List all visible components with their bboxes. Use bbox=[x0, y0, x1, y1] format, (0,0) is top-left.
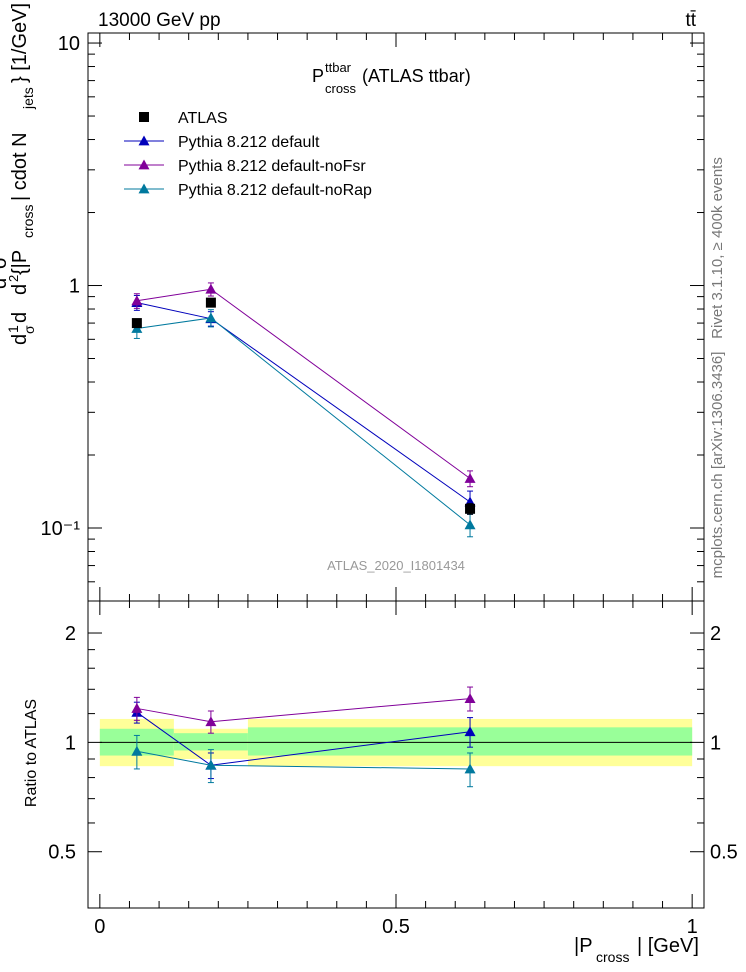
data-point-noFsr bbox=[464, 473, 476, 483]
svg-text:} [1/GeV]: } [1/GeV] bbox=[9, 3, 31, 83]
svg-text:|P: |P bbox=[574, 935, 593, 957]
svg-text:d: d bbox=[0, 278, 11, 289]
ratio-point-noRap bbox=[205, 759, 217, 770]
series-atlas bbox=[131, 297, 476, 515]
ratio-y-axis-label: Ratio to ATLAS bbox=[23, 699, 40, 807]
svg-text:1: 1 bbox=[5, 325, 21, 333]
ratio-point-default bbox=[464, 726, 476, 737]
ratio-y-tick-label-right: 1 bbox=[710, 732, 721, 754]
plot-title-main: P bbox=[312, 66, 324, 86]
legend-item-noFsr: Pythia 8.212 default-noFsr bbox=[124, 158, 366, 175]
data-point-noFsr bbox=[131, 295, 143, 306]
svg-text:fid: fid bbox=[0, 242, 1, 256]
series-noFsr bbox=[131, 282, 476, 488]
legend-label-noRap: Pythia 8.212 default-noRap bbox=[178, 182, 372, 199]
svg-text:cross: cross bbox=[20, 205, 36, 238]
ratio-point-noFsr bbox=[464, 693, 476, 703]
ratio-point-noFsr bbox=[131, 702, 143, 713]
y-tick-label: 10 bbox=[58, 33, 80, 55]
x-tick-label: 0 bbox=[94, 916, 105, 938]
rivet-label: Rivet 3.1.10, ≥ 400k events bbox=[709, 157, 726, 339]
legend-label-atlas: ATLAS bbox=[178, 110, 228, 127]
analysis-watermark: ATLAS_2020_I1801434 bbox=[327, 558, 465, 573]
ratio-point-noFsr bbox=[205, 716, 217, 727]
y-tick-label: 1 bbox=[69, 276, 80, 298]
svg-text:cross: cross bbox=[596, 949, 629, 965]
legend-item-atlas: ATLAS bbox=[139, 110, 228, 127]
legend-marker-noRap bbox=[138, 183, 150, 194]
svg-text:d: d bbox=[9, 312, 31, 323]
legend-label-default: Pythia 8.212 default bbox=[178, 134, 320, 151]
main-y-axis-label: d 1 σ d d 2 d 2 σ fid {|P cross | cdot N… bbox=[0, 3, 37, 345]
plot-title: P ttbar cross (ATLAS ttbar) bbox=[312, 60, 471, 96]
x-tick-label: 0.5 bbox=[382, 916, 410, 938]
data-point-noRap bbox=[464, 519, 476, 530]
ratio-y-tick-label-right: 0.5 bbox=[710, 842, 738, 864]
svg-text:2: 2 bbox=[6, 275, 21, 282]
legend-marker-atlas bbox=[139, 112, 149, 122]
series-line-noRap bbox=[136, 317, 471, 526]
ratio-frame bbox=[87, 600, 705, 909]
svg-text:{|P: {|P bbox=[9, 250, 31, 275]
ratio-panel: 0.5 0.5 1 1 2 2 0 0.5 1 bbox=[48, 600, 738, 938]
ratio-series-noRap bbox=[131, 734, 476, 788]
x-axis-label: |P cross | [GeV] bbox=[574, 935, 699, 965]
ratio-series-noFsr bbox=[131, 686, 476, 734]
svg-text:| cdot N: | cdot N bbox=[9, 132, 31, 201]
x-tick-label: 1 bbox=[687, 916, 698, 938]
svg-text:σ: σ bbox=[21, 325, 37, 334]
series-default bbox=[131, 294, 476, 515]
data-point-atlas bbox=[131, 318, 142, 329]
legend-item-default: Pythia 8.212 default bbox=[124, 134, 320, 151]
data-point-atlas bbox=[465, 503, 476, 514]
process-label: tt̄ bbox=[685, 10, 696, 31]
ratio-point-noRap bbox=[131, 745, 143, 756]
legend-label-noFsr: Pythia 8.212 default-noFsr bbox=[178, 158, 366, 175]
data-point-atlas bbox=[205, 297, 216, 308]
legend-marker-default bbox=[138, 135, 150, 146]
legend: ATLAS Pythia 8.212 default Pythia 8.212 de… bbox=[124, 110, 372, 199]
energy-label: 13000 GeV pp bbox=[98, 10, 221, 31]
ratio-y-tick-label-left: 2 bbox=[65, 623, 76, 645]
mcplots-label: mcplots.cern.ch [arXiv:1306.3436] bbox=[709, 352, 726, 579]
main-panel: 10⁻¹ 1 10 bbox=[41, 32, 705, 908]
plot-title-sup: ttbar bbox=[325, 60, 352, 75]
plot-title-sub: cross bbox=[325, 81, 357, 96]
data-point-noRap bbox=[205, 312, 217, 323]
ratio-y-tick-label-left: 1 bbox=[65, 732, 76, 754]
svg-text:d: d bbox=[9, 284, 31, 295]
legend-item-noRap: Pythia 8.212 default-noRap bbox=[124, 182, 372, 199]
svg-text:2: 2 bbox=[0, 269, 1, 276]
plot-title-rest: (ATLAS ttbar) bbox=[362, 66, 471, 86]
data-point-noFsr bbox=[205, 283, 217, 294]
ratio-line-noFsr bbox=[136, 698, 471, 723]
svg-text:jets: jets bbox=[20, 87, 36, 110]
ratio-band-inner bbox=[173, 733, 248, 751]
svg-text:| [GeV]: | [GeV] bbox=[637, 935, 699, 957]
legend-marker-noFsr bbox=[138, 159, 150, 170]
ratio-y-tick-label-left: 0.5 bbox=[48, 842, 76, 864]
ratio-point-noRap bbox=[464, 763, 476, 774]
y-tick-label: 10⁻¹ bbox=[41, 518, 81, 540]
svg-text:σ: σ bbox=[0, 256, 11, 269]
svg-text:d: d bbox=[9, 334, 31, 345]
series-line-default bbox=[136, 302, 471, 503]
series-noRap bbox=[131, 309, 476, 538]
ratio-y-tick-label-right: 2 bbox=[710, 623, 721, 645]
